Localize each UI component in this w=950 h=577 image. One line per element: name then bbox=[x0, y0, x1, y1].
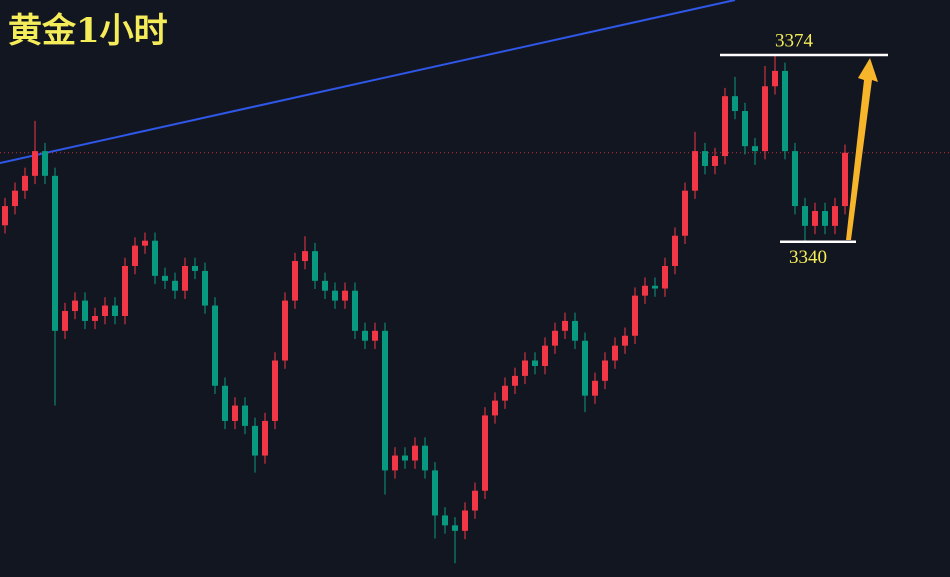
candle-body bbox=[202, 270, 208, 306]
trend-line bbox=[0, 0, 736, 164]
candle-body bbox=[842, 152, 848, 207]
candle-body bbox=[32, 151, 38, 176]
candle-body bbox=[552, 330, 558, 346]
candle-body bbox=[482, 415, 488, 491]
candle-body bbox=[192, 265, 198, 271]
candle-body bbox=[212, 305, 218, 386]
candle-body bbox=[152, 240, 158, 276]
candle-body bbox=[142, 240, 148, 246]
candle-body bbox=[712, 156, 718, 166]
candle-body bbox=[2, 206, 8, 226]
candle-body bbox=[442, 515, 448, 526]
candle-body bbox=[332, 290, 338, 301]
candle-body bbox=[222, 385, 228, 421]
arrow bbox=[846, 58, 878, 240]
candle-body bbox=[792, 151, 798, 207]
candle-body bbox=[582, 340, 588, 396]
candle-body bbox=[112, 305, 118, 316]
candle-body bbox=[742, 111, 748, 147]
candle-body bbox=[352, 290, 358, 331]
candle-body bbox=[102, 305, 108, 316]
candle-body bbox=[122, 265, 128, 316]
candle-body bbox=[252, 425, 258, 456]
candle-body bbox=[432, 470, 438, 516]
candle-body bbox=[832, 206, 838, 226]
candle-body bbox=[732, 96, 738, 112]
candle-body bbox=[522, 360, 528, 376]
candle-body bbox=[772, 70, 778, 87]
candle-body bbox=[322, 280, 328, 291]
candle-body bbox=[492, 400, 498, 416]
candle-body bbox=[12, 190, 18, 207]
candle-body bbox=[672, 235, 678, 266]
candle-body bbox=[62, 311, 68, 331]
candle-body bbox=[42, 151, 48, 176]
candle-body bbox=[232, 405, 238, 421]
candle-body bbox=[182, 265, 188, 291]
candle-body bbox=[362, 330, 368, 341]
candle-body bbox=[282, 300, 288, 361]
candle-body bbox=[82, 300, 88, 321]
candle-body bbox=[722, 96, 728, 157]
candle-body bbox=[682, 190, 688, 236]
candle-body bbox=[542, 345, 548, 366]
candle-body bbox=[162, 275, 168, 281]
candle-body bbox=[172, 280, 178, 291]
candle-body bbox=[272, 360, 278, 421]
candle-body bbox=[822, 211, 828, 226]
candle-body bbox=[512, 375, 518, 386]
candle-body bbox=[302, 251, 308, 262]
candle-body bbox=[752, 146, 758, 152]
candle-body bbox=[602, 360, 608, 381]
candle-body bbox=[472, 490, 478, 511]
chart-title: 黄金1小时 bbox=[8, 11, 168, 51]
candle-body bbox=[562, 320, 568, 331]
candle-body bbox=[412, 445, 418, 461]
candle-body bbox=[762, 86, 768, 152]
candle-body bbox=[502, 385, 508, 401]
candle-body bbox=[462, 510, 468, 531]
candle-body bbox=[632, 295, 638, 336]
candles bbox=[0, 54, 950, 564]
candle-body bbox=[662, 265, 668, 289]
candle-body bbox=[812, 211, 818, 226]
candle-body bbox=[692, 151, 698, 191]
candle-body bbox=[702, 151, 708, 166]
candle-body bbox=[782, 70, 788, 152]
candle-body bbox=[622, 335, 628, 346]
candle-body bbox=[312, 251, 318, 281]
candle-body bbox=[592, 380, 598, 396]
candle-body bbox=[342, 290, 348, 301]
candle-body bbox=[802, 206, 808, 226]
candle-body bbox=[22, 175, 28, 191]
candle-body bbox=[452, 525, 458, 531]
candle-body bbox=[372, 330, 378, 341]
level-label: 3340 bbox=[789, 247, 827, 268]
candle-body bbox=[642, 285, 648, 296]
candle-body bbox=[392, 455, 398, 471]
candle-body bbox=[652, 285, 658, 289]
candle-body bbox=[242, 405, 248, 426]
candle-body bbox=[292, 261, 298, 301]
candle-body bbox=[532, 360, 538, 366]
candle-body bbox=[132, 245, 138, 266]
candle-body bbox=[402, 455, 408, 461]
candle-body bbox=[612, 345, 618, 361]
level-label: 3374 bbox=[775, 30, 814, 51]
candle-body bbox=[92, 315, 98, 321]
candle-body bbox=[262, 420, 268, 456]
candle-body bbox=[572, 320, 578, 341]
candle-body bbox=[72, 300, 78, 312]
candle-body bbox=[382, 330, 388, 471]
candle-body bbox=[52, 175, 58, 331]
candle-body bbox=[422, 445, 428, 471]
